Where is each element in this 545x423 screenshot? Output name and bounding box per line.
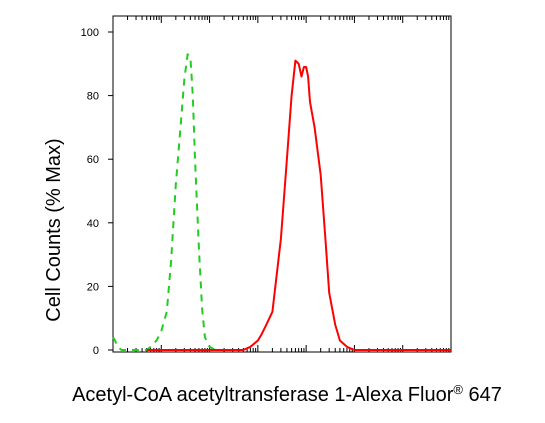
- y-tick-label: 60: [87, 154, 99, 166]
- y-axis-title: Cell Counts (% Max): [43, 138, 65, 321]
- plot-frame: [112, 15, 452, 353]
- series-line-dashed-green: [112, 53, 244, 351]
- x-axis-title: Acetyl-CoA acetyltransferase 1-Alexa Flu…: [72, 382, 502, 406]
- y-tick-label: 40: [87, 218, 99, 230]
- plot-area: [112, 15, 452, 353]
- x-axis-title-main: Acetyl-CoA acetyltransferase 1-Alexa Flu…: [72, 384, 454, 406]
- y-tick-label: 80: [87, 91, 99, 103]
- y-axis: 0 20 40 60 80 100: [81, 27, 113, 357]
- y-tick-label: 0: [93, 345, 99, 357]
- x-axis: [112, 16, 450, 352]
- x-axis-title-superscript: ®: [453, 382, 463, 397]
- series-layer: [112, 53, 451, 351]
- series-line-solid-red: [146, 59, 451, 351]
- x-axis-title-suffix: 647: [463, 384, 502, 406]
- y-tick-label: 100: [81, 27, 99, 39]
- y-tick-label: 20: [87, 281, 99, 293]
